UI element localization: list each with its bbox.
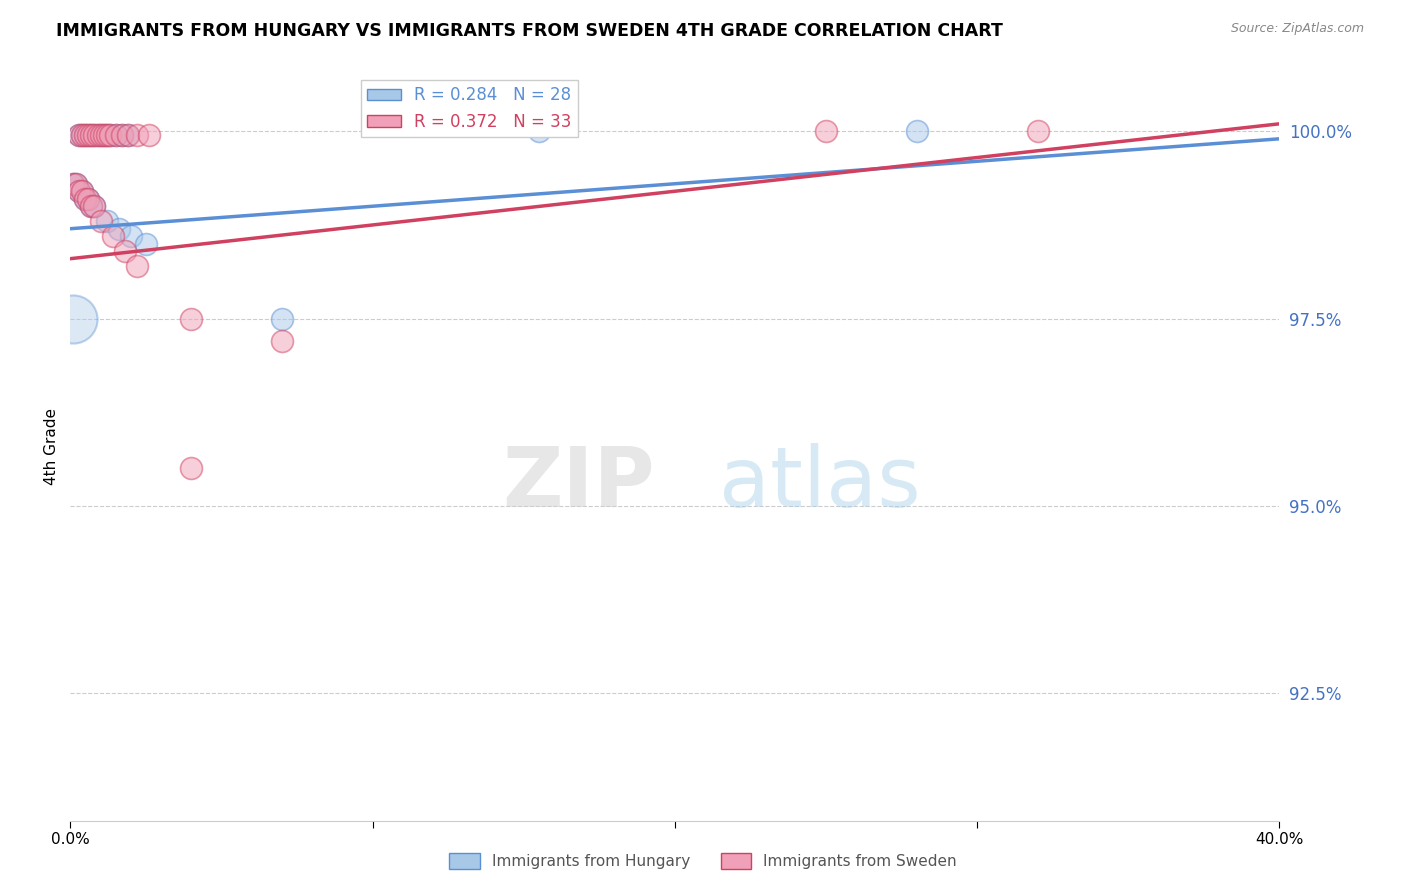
Point: [138, 128, 160, 142]
Point: [96, 214, 118, 228]
Point: [77, 128, 100, 142]
Point: [93, 128, 115, 142]
Point: [77, 192, 100, 206]
Point: [104, 128, 127, 142]
Point: [62, 311, 84, 326]
Point: [72, 128, 94, 142]
Point: [72, 184, 94, 198]
Point: [86, 128, 108, 142]
Point: [96, 128, 118, 142]
Legend: Immigrants from Hungary, Immigrants from Sweden: Immigrants from Hungary, Immigrants from…: [443, 847, 963, 875]
Legend: R = 0.284   N = 28, R = 0.372   N = 33: R = 0.284 N = 28, R = 0.372 N = 33: [360, 79, 578, 137]
Point: [77, 128, 100, 142]
Point: [80, 199, 103, 213]
Point: [815, 124, 838, 138]
Point: [135, 236, 157, 251]
Point: [270, 334, 294, 348]
Point: [90, 214, 111, 228]
Point: [65, 177, 87, 191]
Point: [101, 229, 124, 244]
Point: [86, 128, 108, 142]
Point: [111, 128, 134, 142]
Text: ZIP: ZIP: [502, 443, 654, 524]
Point: [93, 128, 115, 142]
Point: [90, 128, 111, 142]
Point: [180, 461, 202, 475]
Point: [98, 128, 121, 142]
Text: IMMIGRANTS FROM HUNGARY VS IMMIGRANTS FROM SWEDEN 4TH GRADE CORRELATION CHART: IMMIGRANTS FROM HUNGARY VS IMMIGRANTS FR…: [56, 22, 1002, 40]
Point: [75, 128, 97, 142]
Point: [62, 177, 84, 191]
Point: [114, 244, 136, 259]
Y-axis label: 4th Grade: 4th Grade: [44, 408, 59, 484]
Point: [80, 128, 103, 142]
Point: [104, 128, 127, 142]
Point: [125, 128, 148, 142]
Point: [75, 192, 97, 206]
Point: [270, 311, 294, 326]
Point: [125, 259, 148, 273]
Point: [72, 184, 94, 198]
Point: [83, 199, 105, 213]
Point: [77, 192, 100, 206]
Point: [120, 229, 142, 244]
Point: [111, 128, 134, 142]
Point: [1026, 124, 1049, 138]
Point: [62, 177, 84, 191]
Point: [83, 128, 105, 142]
Point: [83, 199, 105, 213]
Text: Source: ZipAtlas.com: Source: ZipAtlas.com: [1230, 22, 1364, 36]
Point: [67, 184, 90, 198]
Point: [90, 128, 111, 142]
Point: [67, 128, 90, 142]
Point: [67, 128, 90, 142]
Point: [98, 128, 121, 142]
Point: [117, 128, 139, 142]
Point: [75, 128, 97, 142]
Text: atlas: atlas: [718, 443, 921, 524]
Point: [527, 124, 550, 138]
Point: [83, 128, 105, 142]
Point: [905, 124, 928, 138]
Point: [96, 128, 118, 142]
Point: [107, 221, 129, 235]
Point: [117, 128, 139, 142]
Point: [72, 128, 94, 142]
Point: [75, 192, 97, 206]
Point: [80, 199, 103, 213]
Point: [180, 311, 202, 326]
Point: [67, 184, 90, 198]
Point: [65, 177, 87, 191]
Point: [80, 128, 103, 142]
